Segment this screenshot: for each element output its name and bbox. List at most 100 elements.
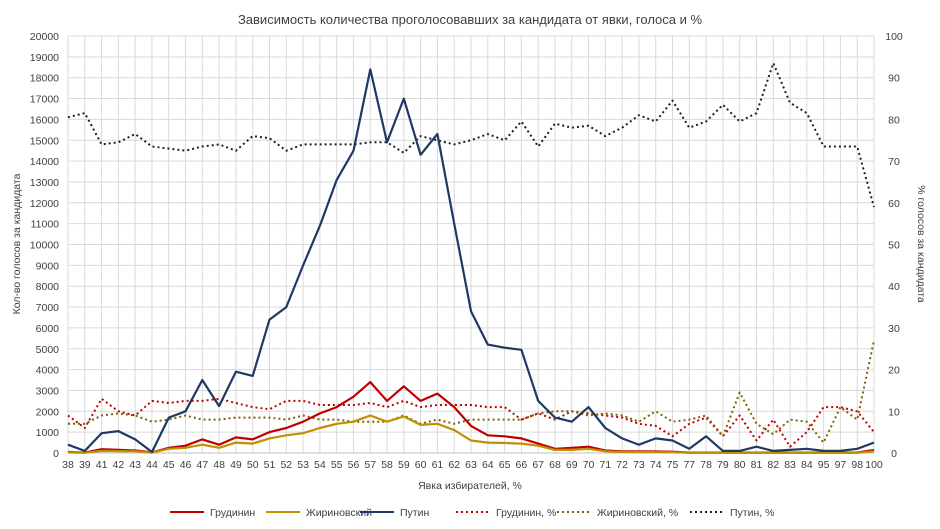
y-tick-label: 3000 xyxy=(36,385,60,397)
y-tick-label: 20000 xyxy=(30,31,59,43)
x-tick-label: 95 xyxy=(818,459,830,471)
y-axis-right-ticks: 0 10 20 30 40 50 60 70 80 90 100 xyxy=(885,31,903,460)
y2-tick-label: 40 xyxy=(888,281,900,293)
x-tick-label: 65 xyxy=(499,459,511,471)
y2-tick-label: 0 xyxy=(891,448,897,460)
x-tick-label: 49 xyxy=(230,459,242,471)
y2-tick-label: 20 xyxy=(888,365,900,377)
x-tick-label: 39 xyxy=(79,459,91,471)
y-tick-label: 11000 xyxy=(31,219,60,231)
x-tick-label: 80 xyxy=(734,459,746,471)
y2-tick-label: 10 xyxy=(888,406,900,418)
gridlines xyxy=(67,35,875,454)
x-tick-label: 77 xyxy=(683,459,695,471)
x-tick-label: 97 xyxy=(835,459,847,471)
series-line-5 xyxy=(67,62,875,208)
y2-tick-label: 90 xyxy=(888,73,900,85)
y-tick-label: 16000 xyxy=(30,114,59,126)
legend-label: Жириновский xyxy=(306,507,372,519)
y-tick-label: 8000 xyxy=(36,281,60,293)
x-tick-label: 98 xyxy=(851,459,863,471)
x-tick-label: 75 xyxy=(667,459,679,471)
series-line-2 xyxy=(67,68,875,454)
y-tick-label: 4000 xyxy=(36,365,60,377)
legend-label: Жириновский, % xyxy=(597,507,678,519)
x-tick-label: 55 xyxy=(331,459,343,471)
x-tick-label: 73 xyxy=(633,459,645,471)
x-tick-label: 38 xyxy=(62,459,74,471)
x-tick-label: 68 xyxy=(549,459,561,471)
y-tick-label: 0 xyxy=(53,448,59,460)
x-tick-label: 52 xyxy=(280,459,292,471)
x-tick-label: 63 xyxy=(465,459,477,471)
y-tick-label: 17000 xyxy=(30,94,59,106)
y-tick-label: 19000 xyxy=(30,52,59,64)
y-tick-label: 13000 xyxy=(30,177,59,189)
legend: Грудинин Жириновский Путин Грудинин, % Жирин… xyxy=(170,507,774,519)
y2-tick-label: 70 xyxy=(888,156,900,168)
y2-tick-label: 30 xyxy=(888,323,900,335)
x-tick-label: 44 xyxy=(146,459,158,471)
y-tick-label: 5000 xyxy=(36,344,60,356)
x-tick-label: 43 xyxy=(129,459,141,471)
x-tick-label: 62 xyxy=(448,459,460,471)
x-tick-label: 70 xyxy=(583,459,595,471)
x-tick-label: 58 xyxy=(381,459,393,471)
y-axis-right-label: % голосов за кандидата xyxy=(915,185,927,303)
x-tick-label: 60 xyxy=(415,459,427,471)
y-tick-label: 14000 xyxy=(30,156,59,168)
x-tick-label: 42 xyxy=(113,459,125,471)
x-axis-label: Явка избирателей, % xyxy=(418,480,522,492)
x-tick-label: 84 xyxy=(801,459,813,471)
legend-label: Грудинин xyxy=(210,507,255,519)
y-tick-label: 10000 xyxy=(30,240,59,252)
x-tick-label: 81 xyxy=(751,459,763,471)
x-tick-label: 64 xyxy=(482,459,494,471)
y-tick-label: 7000 xyxy=(36,302,60,314)
x-tick-label: 59 xyxy=(398,459,410,471)
x-tick-label: 61 xyxy=(432,459,444,471)
y2-tick-label: 50 xyxy=(888,240,900,252)
chart-title: Зависимость количества проголосовавших з… xyxy=(238,12,703,27)
y-tick-label: 12000 xyxy=(30,198,59,210)
x-tick-label: 83 xyxy=(784,459,796,471)
y-tick-label: 1000 xyxy=(36,427,60,439)
x-tick-label: 69 xyxy=(566,459,578,471)
y2-tick-label: 100 xyxy=(885,31,903,43)
y-axis-left-label: Кол-во голосов за кандидата xyxy=(11,173,23,314)
x-tick-label: 66 xyxy=(516,459,528,471)
x-tick-label: 41 xyxy=(96,459,108,471)
y-tick-label: 9000 xyxy=(36,260,60,272)
y-tick-label: 6000 xyxy=(36,323,60,335)
x-tick-label: 79 xyxy=(717,459,729,471)
y-tick-label: 15000 xyxy=(30,135,59,147)
series-lines xyxy=(67,62,875,454)
legend-label: Путин xyxy=(400,507,429,519)
legend-label: Путин, % xyxy=(730,507,774,519)
y2-tick-label: 80 xyxy=(888,114,900,126)
x-tick-label: 48 xyxy=(213,459,225,471)
x-tick-label: 46 xyxy=(180,459,192,471)
series-line-3 xyxy=(67,397,875,448)
series-line-1 xyxy=(67,414,875,454)
x-tick-label: 67 xyxy=(532,459,544,471)
y2-tick-label: 60 xyxy=(888,198,900,210)
y-tick-label: 18000 xyxy=(30,73,59,85)
legend-label: Грудинин, % xyxy=(496,507,556,519)
x-tick-label: 74 xyxy=(650,459,662,471)
x-tick-label: 78 xyxy=(700,459,712,471)
x-tick-label: 71 xyxy=(599,459,611,471)
y-axis-left-ticks: 0 1000 2000 3000 4000 5000 6000 7000 8000 9000 100… xyxy=(30,31,59,460)
x-tick-label: 82 xyxy=(767,459,779,471)
x-tick-label: 57 xyxy=(364,459,376,471)
x-tick-label: 100 xyxy=(865,459,883,471)
x-tick-label: 50 xyxy=(247,459,259,471)
x-tick-label: 54 xyxy=(314,459,326,471)
x-axis-ticks: 38 39 41 42 43 44 45 46 47 48 49 50 51 52 53 54 55 56 57 58… xyxy=(62,459,883,471)
y-tick-label: 2000 xyxy=(36,406,60,418)
x-tick-label: 51 xyxy=(264,459,276,471)
x-tick-label: 47 xyxy=(196,459,208,471)
x-tick-label: 45 xyxy=(163,459,175,471)
